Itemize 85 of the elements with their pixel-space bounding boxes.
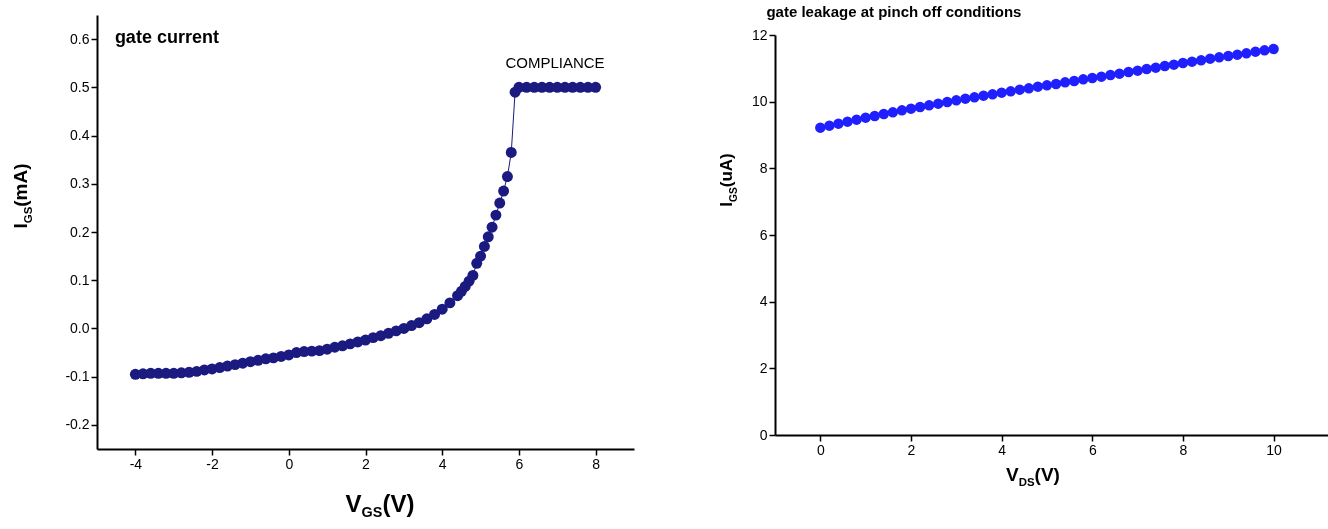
point [905,103,917,114]
y-tick-label: 0.4 [70,127,90,144]
x-tick-label: 0 [816,441,825,458]
point [842,116,853,127]
point [1114,68,1125,79]
x-tick-label: -4 [129,455,143,472]
y-tick-label: 0.2 [70,223,90,240]
point [815,122,826,133]
point [1141,63,1152,75]
y-tick-label: 6 [759,226,768,243]
point [987,89,998,100]
point [951,95,962,106]
x-tick-label: 2 [907,441,916,458]
x-axis-title: V$_{DS}$(V) [1006,464,1060,488]
x-tick-label: 6 [515,455,524,472]
x-tick-label: 4 [998,441,1007,458]
x-tick-label: 4 [438,455,447,472]
x-tick-label: -2 [206,455,220,472]
point [942,96,953,108]
point [1159,60,1171,72]
point [1213,52,1225,63]
y-tick-label: -0.1 [65,368,90,385]
point [1241,48,1252,59]
point [1223,50,1234,62]
point [960,93,971,104]
point [969,92,980,103]
point [1250,46,1261,57]
point [1186,56,1198,67]
point [1032,81,1044,92]
x-tick-label: 8 [592,455,601,472]
point [932,98,944,109]
x-tick-label: 8 [1179,441,1188,458]
y-tick-label: 0.3 [70,175,90,192]
point [869,110,880,122]
y-tick-label: -0.2 [65,416,90,433]
annotation: COMPLIANCE [505,53,605,71]
point [1041,80,1053,91]
point [824,120,835,131]
point [1023,83,1035,94]
point [1232,49,1243,60]
point [1268,43,1279,55]
point [1087,72,1098,84]
point [996,87,1007,98]
point [1132,65,1143,76]
point [1059,77,1071,88]
point [1204,53,1216,64]
y-tick-label: 0.1 [70,271,90,288]
text: gate current [114,27,219,47]
point [923,100,935,111]
x-tick-label: 6 [1088,441,1097,458]
x-tick-label: 10 [1266,441,1283,458]
y-tick-label: 4 [759,293,768,310]
point [1096,71,1107,82]
point [1195,55,1207,66]
y-tick-label: 12 [751,26,768,43]
point [860,112,871,123]
y-tick-label: 0.5 [70,78,90,95]
point [1005,86,1016,97]
point [1105,69,1116,81]
point [914,101,926,113]
point [1123,66,1134,78]
point [878,108,890,120]
y-tick-label: 10 [751,93,768,110]
point [1177,57,1189,69]
y-tick-label: 0 [759,426,768,443]
point [1259,45,1270,56]
point [978,90,989,101]
y-tick-label: 2 [759,359,768,376]
y-tick-label: 0.6 [70,30,90,47]
point [1077,74,1089,85]
x-axis-title: V$_{GS}$(V) [345,489,415,521]
x-tick-label: 0 [285,455,294,472]
x-tick-label: 2 [362,455,371,472]
point [1150,62,1161,73]
point [851,114,862,125]
y-tick-label: 8 [759,159,768,176]
chart-title: gate leakage at pinch off conditions [766,3,1022,20]
point [1014,84,1026,95]
point [833,118,844,129]
y-tick-label: 0.0 [70,319,90,336]
point [1168,59,1180,70]
point [896,105,908,116]
point [1050,78,1062,90]
point [887,107,899,118]
point [1068,75,1080,87]
